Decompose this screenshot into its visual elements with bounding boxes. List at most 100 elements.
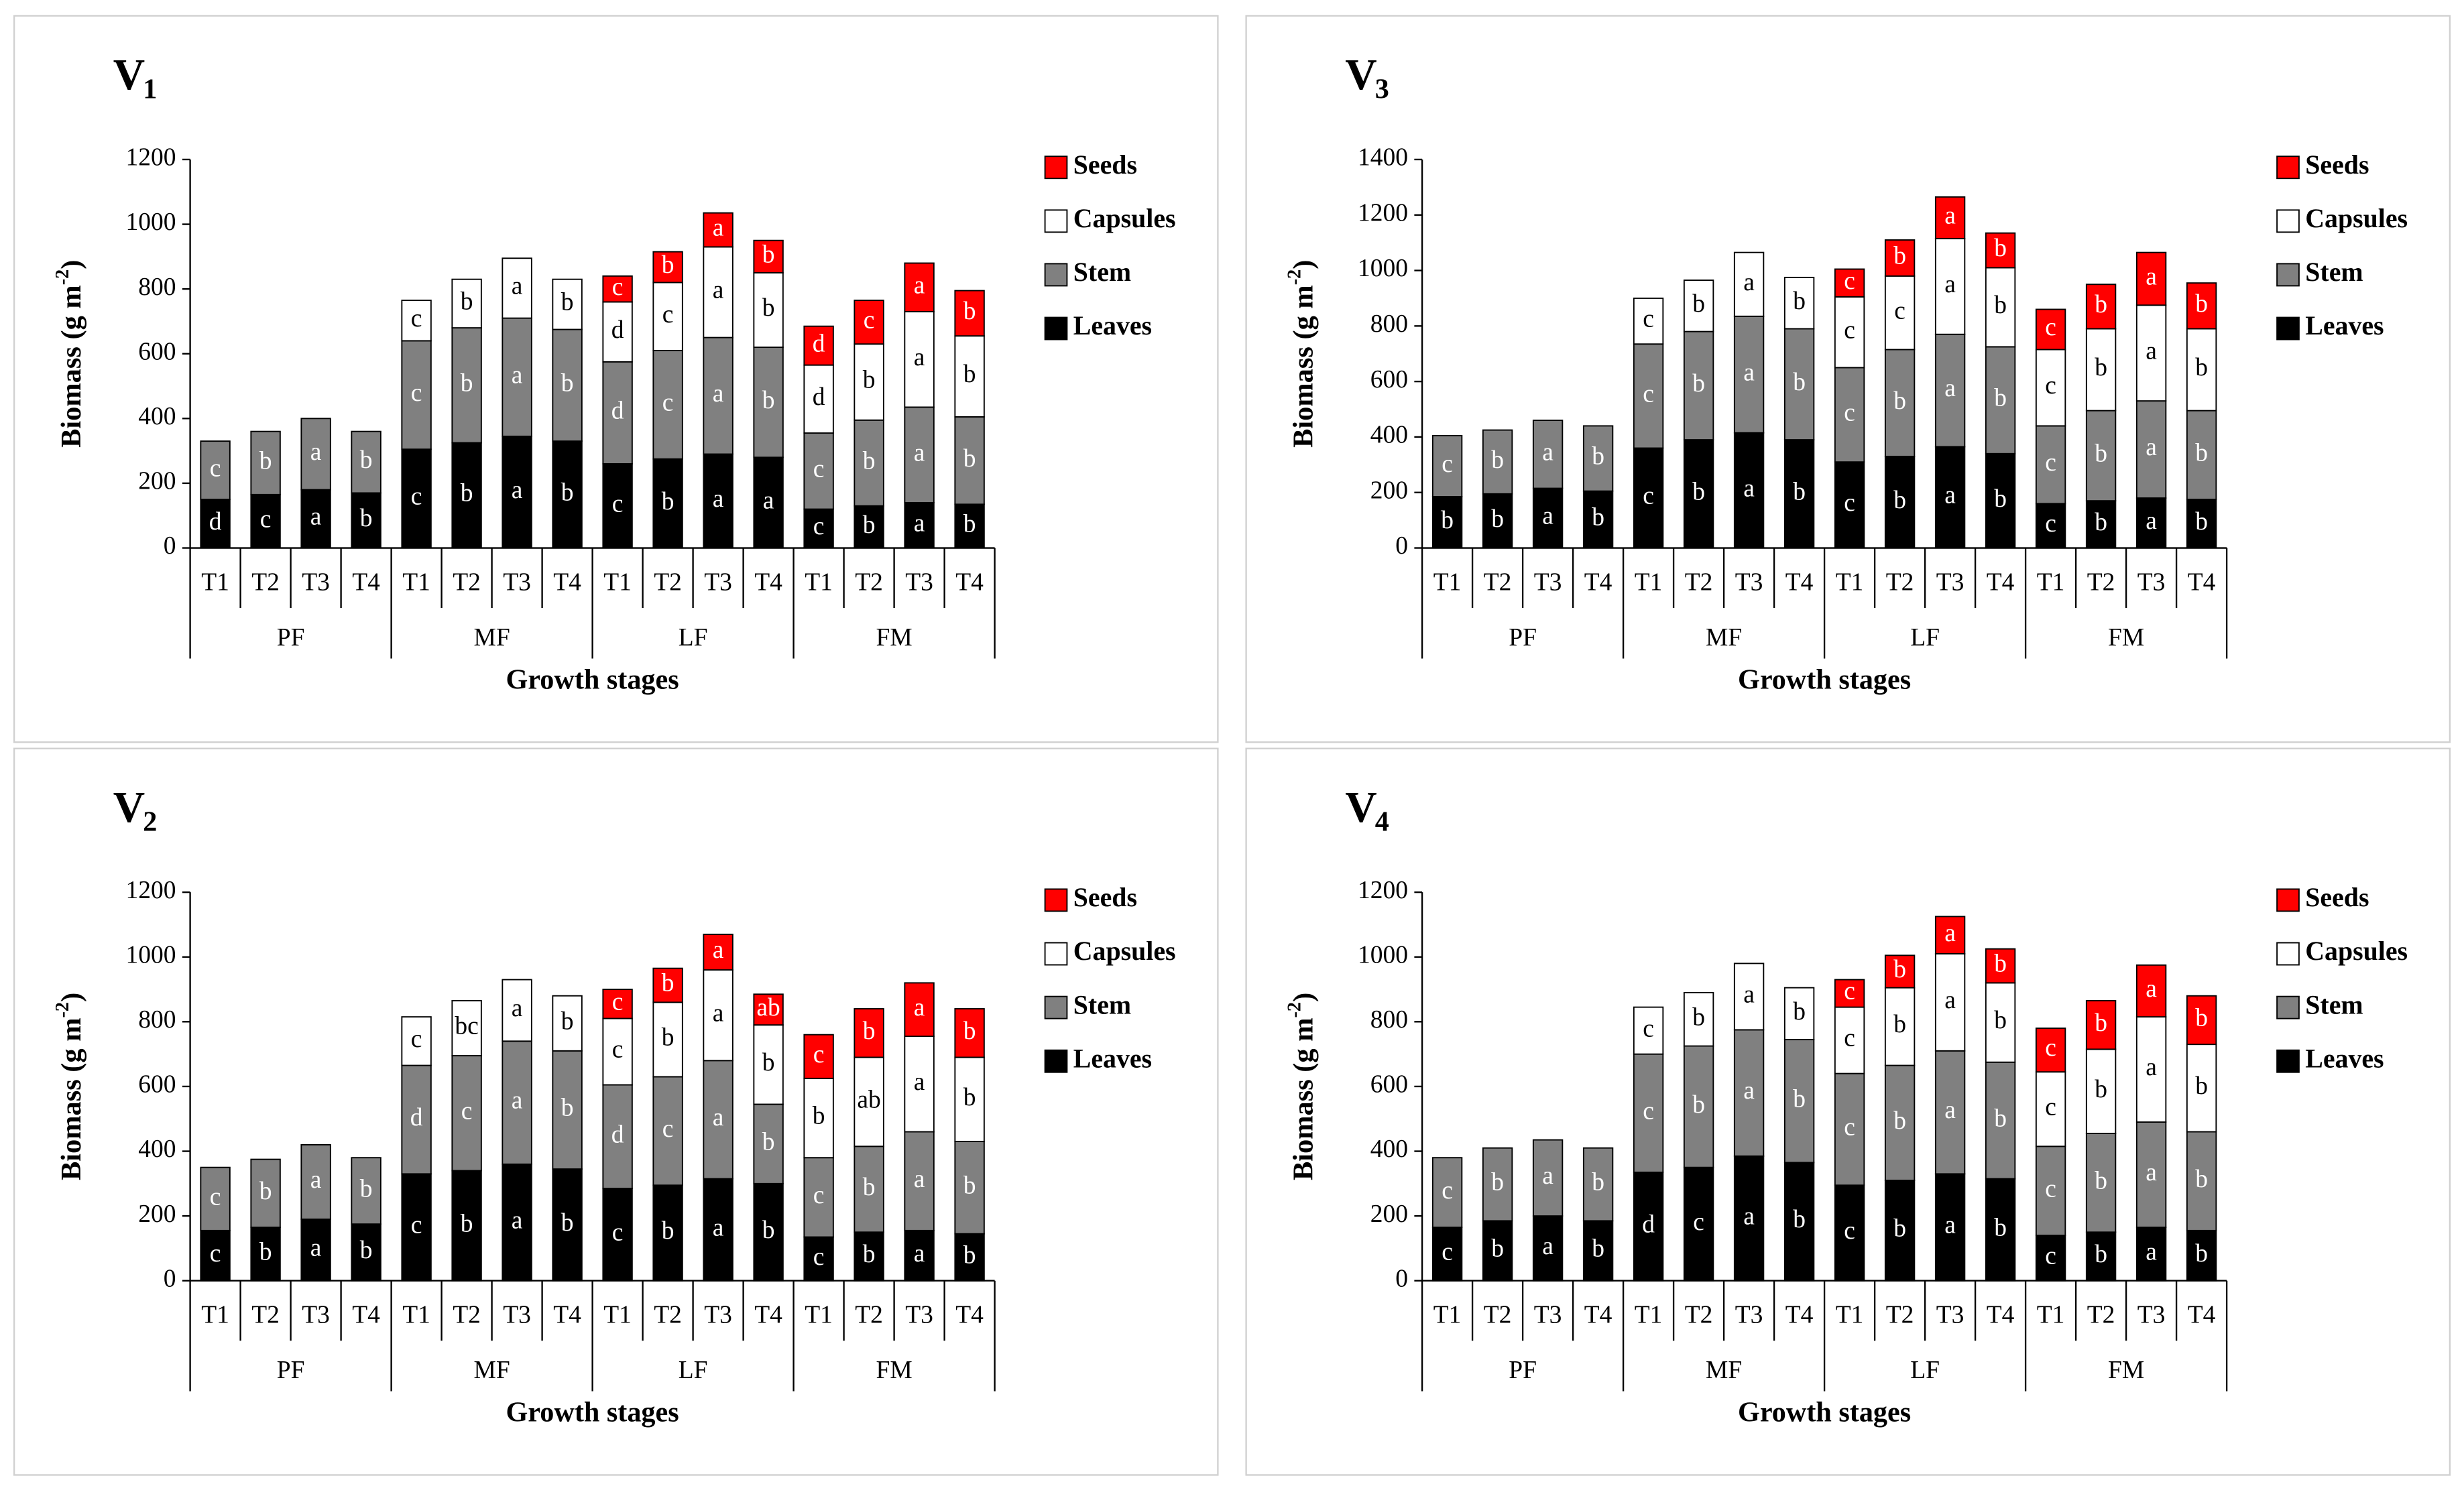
x-tick-label: T2 [1886,568,1914,596]
y-tick-label: 1000 [1358,255,1408,282]
significance-letter: b [1893,242,1906,269]
bar-segment [2085,999,2117,1050]
significance-letter: b [2095,1009,2107,1037]
significance-letter: b [963,298,976,325]
significance-letter: b [2195,290,2208,318]
significance-letter: b [1793,369,1806,396]
bar-segment [2186,1044,2217,1133]
bar-segment [1884,954,1916,989]
group-label: LF [1910,624,1940,652]
bar-segment [753,456,784,549]
significance-letter: c [1844,1113,1855,1141]
x-tick-label: T1 [402,568,430,596]
bar-segment [803,508,834,549]
group-label: FM [2108,1357,2144,1384]
significance-letter: a [1944,482,1956,509]
bar-segment [401,1173,432,1282]
legend-label: Seeds [2305,882,2369,912]
significance-letter: d [611,1121,624,1148]
bar-segment [1633,1171,1664,1282]
group-label: LF [679,1357,708,1384]
x-tick-label: T3 [2137,1301,2166,1328]
significance-letter: c [210,1240,221,1267]
significance-letter: c [1844,399,1855,426]
y-tick-label: 200 [138,1200,176,1228]
significance-letter: a [1944,1212,1956,1239]
bar-segment [1834,1184,1865,1282]
bar-segment [1482,1147,1513,1222]
chart-title: V [113,50,145,99]
bar-segment [250,430,281,495]
x-tick-label: T4 [1785,568,1814,596]
group-label: FM [876,624,913,652]
x-tick-label: T2 [1484,568,1512,596]
bar-segment [652,967,683,1003]
bar-segment [451,327,482,444]
significance-letter: c [1844,489,1855,517]
bar-segment [1633,343,1664,449]
bar-segment [2085,410,2117,502]
x-tick-label: T1 [1433,568,1462,596]
significance-letter: a [310,1234,322,1261]
legend-swatch [2276,1049,2300,1073]
significance-letter: b [1793,998,1806,1026]
significance-letter: b [561,1209,574,1237]
bar-segment [1834,268,1865,298]
bar-segment [652,1001,683,1078]
significance-letter: b [2095,291,2107,318]
bar-segment [502,1040,532,1165]
bar-segment [703,933,734,971]
significance-letter: b [2095,354,2107,381]
bar-segment [1834,979,1865,1008]
bar-segment [1783,439,1815,549]
legend-swatch [1044,995,1068,1019]
bar-segment [200,1166,231,1231]
group-label: FM [876,1357,913,1384]
significance-letter: a [713,936,724,964]
bar-segment [803,1034,834,1079]
significance-letter: b [1793,1085,1806,1113]
significance-letter: c [1693,1209,1704,1236]
y-axis-label: Biomass (g m-2) [1285,260,1319,448]
legend-swatch [1044,156,1068,180]
y-tick-label: 600 [1370,366,1408,393]
significance-letter: a [512,1087,523,1115]
significance-letter: c [1844,1025,1855,1052]
significance-letter: a [914,994,925,1021]
legend-label: Capsules [2305,203,2408,233]
y-tick-label: 800 [1370,1006,1408,1034]
significance-letter: b [561,479,574,506]
significance-letter: b [2095,1241,2107,1268]
bar-segment [1934,237,1966,335]
x-tick-label: T4 [553,1301,581,1328]
bar-segment [602,1084,633,1190]
x-tick-label: T1 [1836,1301,1864,1328]
legend-label: Seeds [2305,149,2369,180]
legend-label: Leaves [1073,1043,1152,1073]
x-axis-label: Growth stages [1738,664,1911,695]
significance-letter: b [1994,1007,2007,1034]
y-axis-label-sup: -2 [1285,269,1305,286]
bar-segment [1884,239,1916,277]
significance-letter: c [813,1182,825,1209]
bar-segment [954,290,985,337]
bar-segment [2135,1227,2167,1282]
x-tick-label: T3 [905,1301,933,1328]
significance-letter: b [561,1007,574,1035]
significance-letter: b [2095,440,2107,467]
y-axis-label-end: ) [56,260,87,269]
significance-letter: c [2045,510,2056,538]
significance-letter: c [1844,316,1855,344]
y-tick-label: 1000 [126,941,176,969]
y-tick-label: 1400 [1358,144,1408,172]
significance-letter: b [360,446,373,474]
legend-swatch [1044,888,1068,912]
significance-letter: a [713,1104,724,1131]
significance-letter: a [713,380,724,408]
bar-segment [2085,1231,2117,1282]
bar-segment [753,1103,784,1184]
significance-letter: b [662,1024,674,1051]
significance-letter: b [1793,1206,1806,1233]
legend-label: Stem [2305,989,2363,1019]
